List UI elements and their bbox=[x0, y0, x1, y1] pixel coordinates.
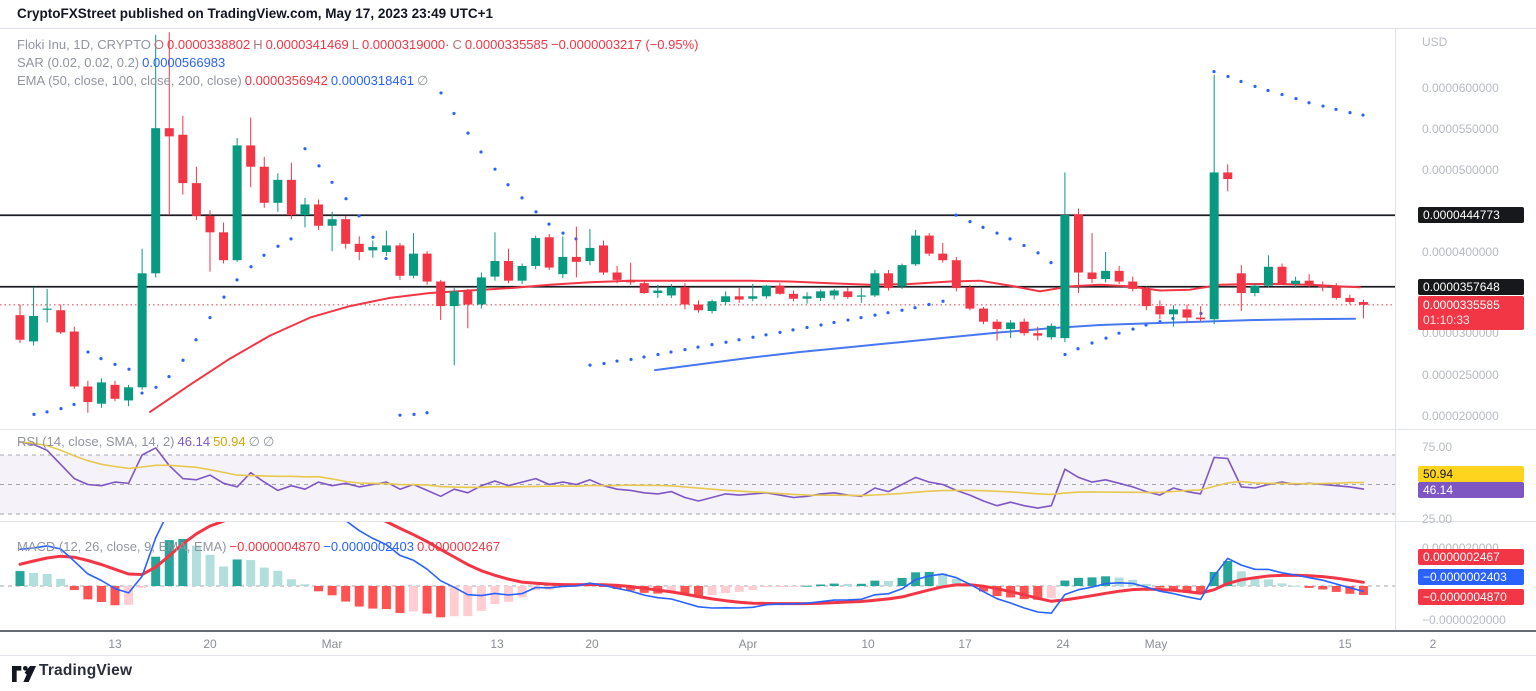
symbol-legend-part: 0.0000341469 bbox=[265, 37, 349, 52]
time-axis-label: 20 bbox=[585, 637, 599, 651]
rsi-legend-part: 50.94 bbox=[213, 434, 246, 449]
chart-top-border bbox=[0, 28, 1536, 29]
price-axis-border bbox=[1395, 28, 1396, 630]
time-axis-label: 24 bbox=[1056, 637, 1070, 651]
time-axis-label: Mar bbox=[321, 637, 343, 651]
price-axis-label: USD bbox=[1422, 35, 1448, 49]
time-axis-separator bbox=[0, 630, 1536, 632]
time-axis-label: 15 bbox=[1338, 637, 1352, 651]
macd-legend-part: 0.0000002467 bbox=[416, 539, 501, 554]
symbol-legend-part: −0.0000003217 (−0.95%) bbox=[551, 37, 699, 52]
time-axis-label: 13 bbox=[108, 637, 122, 651]
page-title: CryptoFXStreet published on TradingView.… bbox=[0, 0, 1536, 28]
rsi-sma-value-label: 50.94 bbox=[1418, 466, 1524, 482]
rsi-legend-part: RSI (14, close, SMA, 14, 2) bbox=[17, 434, 175, 449]
footer: TradingView bbox=[0, 656, 1536, 691]
macd-legend-row[interactable]: MACD (12, 26, close, 9, EMA, EMA) −0.0000… bbox=[17, 538, 503, 556]
last-price-countdown-label: 0.0000335585 01:10:33 bbox=[1418, 296, 1524, 330]
rsi-legend-part: ∅ bbox=[248, 434, 260, 449]
symbol-legend-part: 0.0000338802 bbox=[167, 37, 251, 52]
time-axis-label: 17 bbox=[958, 637, 972, 651]
main-legend-symbol-row[interactable]: Floki Inu, 1D, CRYPTO O 0.0000338802 H 0.000… bbox=[17, 36, 701, 54]
ema-legend-part: 0.0000356942 bbox=[244, 73, 328, 88]
time-axis-label: 13 bbox=[490, 637, 504, 651]
footer-brand[interactable]: TradingView bbox=[39, 662, 133, 679]
time-axis-label: 10 bbox=[861, 637, 875, 651]
rsi-legend-part: 46.14 bbox=[177, 434, 211, 449]
price-axis-label: 0.0000550000 bbox=[1422, 122, 1499, 136]
price-axis-label: 0.0000600000 bbox=[1422, 81, 1499, 95]
rsi-value-label: 46.14 bbox=[1418, 482, 1524, 498]
chart-canvas[interactable] bbox=[0, 0, 1536, 656]
last-price-value: 0.0000335585 bbox=[1423, 298, 1500, 312]
time-axis-label: 2 bbox=[1429, 637, 1437, 651]
pane-separator-rsi[interactable] bbox=[0, 429, 1536, 430]
rsi-legend-row[interactable]: RSI (14, close, SMA, 14, 2) 46.14 50.94 ∅ ∅ bbox=[17, 433, 277, 451]
bar-countdown: 01:10:33 bbox=[1423, 313, 1470, 327]
rsi-legend-part: ∅ bbox=[262, 434, 275, 449]
price-axis-label: 0.0000200000 bbox=[1422, 409, 1499, 423]
ema-legend-row[interactable]: EMA (50, close, 100, close, 200, close) 0… bbox=[17, 72, 431, 90]
macd-legend-part: −0.0000002403 bbox=[323, 539, 414, 554]
macd-legend-part: −0.0000004870 bbox=[229, 539, 321, 554]
level-price-label: 0.0000357648 bbox=[1418, 279, 1524, 295]
symbol-legend-part: O bbox=[153, 37, 165, 52]
level-price-label: 0.0000444773 bbox=[1418, 207, 1524, 223]
macd-value-label: −0.0000004870 bbox=[1418, 589, 1524, 605]
tradingview-logo-icon[interactable] bbox=[12, 663, 36, 685]
sar-legend-part: SAR (0.02, 0.02, 0.2) bbox=[17, 55, 140, 70]
time-axis-label: Apr bbox=[738, 637, 758, 651]
macd-value-label: −0.0000002403 bbox=[1418, 569, 1524, 585]
chart-bottom-border bbox=[0, 655, 1536, 656]
pane-separator-macd[interactable] bbox=[0, 521, 1536, 522]
macd-value-label: 0.0000002467 bbox=[1418, 549, 1524, 565]
macd-axis-label: −0.0000020000 bbox=[1422, 613, 1506, 627]
time-axis-label: May bbox=[1144, 637, 1168, 651]
macd-legend-part: MACD (12, 26, close, 9, EMA, EMA) bbox=[17, 539, 227, 554]
symbol-legend-part: Floki Inu, 1D, CRYPTO bbox=[17, 37, 151, 52]
sar-legend-part: 0.0000566983 bbox=[142, 55, 226, 70]
rsi-axis-label: 75.00 bbox=[1422, 440, 1453, 454]
ema-legend-part: EMA (50, close, 100, close, 200, close) bbox=[17, 73, 242, 88]
price-axis-label: 0.0000250000 bbox=[1422, 368, 1499, 382]
ema-legend-part: ∅ bbox=[417, 73, 429, 88]
sar-legend-row[interactable]: SAR (0.02, 0.02, 0.2) 0.0000566983 bbox=[17, 54, 228, 72]
time-axis-label: 20 bbox=[203, 637, 217, 651]
symbol-legend-part: 0.0000335585 bbox=[464, 37, 548, 52]
price-axis-label: 0.0000500000 bbox=[1422, 163, 1499, 177]
symbol-legend-part: 0.0000319000· bbox=[361, 37, 450, 52]
symbol-legend-part: H bbox=[253, 37, 263, 52]
price-axis-label: 0.0000400000 bbox=[1422, 245, 1499, 259]
ema-legend-part: 0.0000318461 bbox=[330, 73, 415, 88]
rsi-axis-label: 25.00 bbox=[1422, 512, 1453, 526]
symbol-legend-part: L bbox=[351, 37, 359, 52]
symbol-legend-part: C bbox=[452, 37, 462, 52]
